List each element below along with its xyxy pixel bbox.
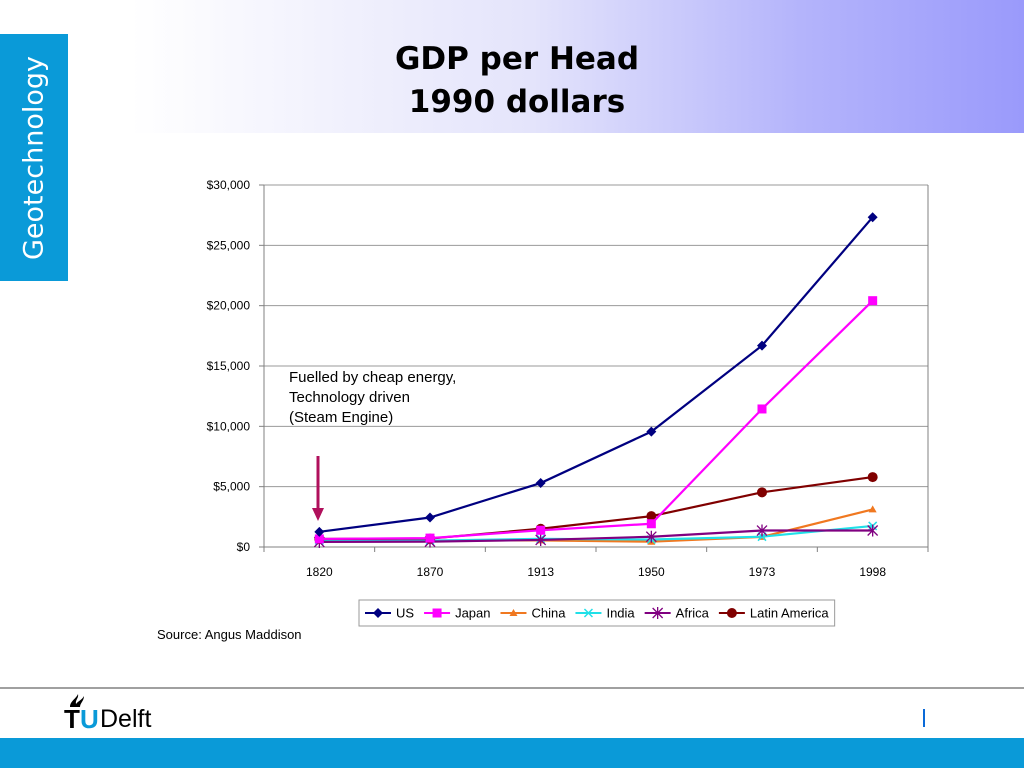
marker-circle (867, 472, 878, 483)
y-tick-label: $15,000 (207, 359, 251, 373)
x-tick-label: 1950 (638, 565, 665, 579)
legend-label: Africa (676, 606, 710, 621)
text-cursor (923, 709, 925, 727)
chart-legend: US Japan China India Africa Latin America (358, 599, 836, 627)
marker-square (432, 608, 442, 618)
title-band (130, 0, 1024, 133)
annotation-text-line: Technology driven (289, 389, 410, 406)
annotation-text-line: (Steam Engine) (289, 409, 393, 426)
series-line (319, 299, 874, 541)
marker-diamond (757, 340, 767, 351)
logo-u: U (80, 704, 99, 734)
legend-label: Japan (455, 606, 490, 621)
bottom-bar (0, 738, 1024, 768)
marker-square (425, 533, 435, 543)
legend-label: China (531, 606, 566, 621)
series-japan (314, 296, 878, 544)
marker-star (756, 524, 768, 537)
source-note: Source: Angus Maddison (157, 627, 302, 642)
marker-diamond (314, 526, 325, 537)
y-tick-label: $0 (237, 540, 251, 554)
footer-divider (0, 687, 1024, 689)
marker-circle (646, 511, 657, 522)
x-tick-label: 1913 (527, 565, 554, 579)
y-tick-label: $5,000 (213, 480, 250, 494)
tudelft-logo: T U Delft (62, 692, 172, 736)
logo-t: T (64, 704, 80, 734)
marker-diamond (373, 608, 383, 618)
marker-square (757, 404, 767, 414)
marker-circle (757, 487, 767, 498)
marker-square (536, 525, 546, 535)
marker-diamond (867, 212, 878, 223)
x-tick-label: 1820 (306, 565, 333, 579)
marker-triangle (509, 609, 518, 616)
marker-circle (726, 608, 737, 618)
flame-icon (70, 694, 84, 707)
annotation-text-line: Fuelled by cheap energy, (289, 369, 456, 386)
logo-delft: Delft (100, 705, 152, 733)
legend-label: Latin America (750, 606, 830, 621)
y-tick-label: $30,000 (207, 178, 251, 192)
y-tick-label: $10,000 (207, 419, 251, 433)
legend-label: India (606, 606, 635, 621)
marker-square (868, 296, 878, 306)
marker-star (535, 533, 547, 546)
title-line-1: GDP per Head (394, 41, 640, 77)
marker-square (646, 519, 656, 529)
marker-diamond (425, 512, 435, 523)
series-line (319, 216, 874, 533)
legend-label: US (396, 606, 414, 621)
annotation-arrow-head (312, 508, 324, 521)
x-tick-label: 1998 (859, 565, 886, 579)
slide-title: GDP per Head 1990 dollars (0, 38, 1024, 124)
marker-triangle (868, 505, 877, 513)
series-line (319, 508, 873, 543)
x-tick-label: 1870 (417, 565, 444, 579)
marker-star (652, 607, 664, 619)
marker-x (583, 608, 593, 618)
marker-diamond (646, 426, 657, 437)
side-tab: Geotechnology (0, 34, 68, 281)
x-tick-label: 1973 (749, 565, 776, 579)
marker-diamond (535, 478, 546, 489)
y-tick-label: $20,000 (207, 299, 251, 313)
y-tick-label: $25,000 (207, 238, 251, 252)
title-line-2: 1990 dollars (408, 84, 626, 120)
marker-square (314, 534, 324, 544)
marker-star (867, 524, 879, 537)
series-us (314, 212, 878, 537)
marker-star (645, 530, 657, 543)
series-line (319, 529, 873, 544)
